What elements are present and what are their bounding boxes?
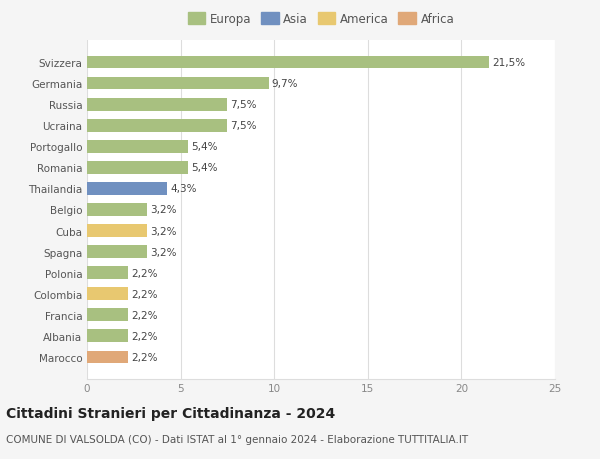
Text: COMUNE DI VALSOLDA (CO) - Dati ISTAT al 1° gennaio 2024 - Elaborazione TUTTITALI: COMUNE DI VALSOLDA (CO) - Dati ISTAT al …: [6, 434, 468, 444]
Text: Cittadini Stranieri per Cittadinanza - 2024: Cittadini Stranieri per Cittadinanza - 2…: [6, 406, 335, 420]
Text: 9,7%: 9,7%: [271, 79, 298, 89]
Text: 4,3%: 4,3%: [170, 184, 197, 194]
Bar: [87, 183, 167, 195]
Text: 5,4%: 5,4%: [191, 163, 217, 173]
Bar: [87, 162, 188, 174]
Bar: [87, 99, 227, 111]
Bar: [87, 351, 128, 364]
Text: 5,4%: 5,4%: [191, 142, 217, 152]
Bar: [87, 56, 490, 69]
Text: 2,2%: 2,2%: [131, 352, 157, 362]
Text: 21,5%: 21,5%: [492, 58, 526, 68]
Text: 3,2%: 3,2%: [150, 205, 176, 215]
Bar: [87, 288, 128, 300]
Text: 2,2%: 2,2%: [131, 289, 157, 299]
Text: 3,2%: 3,2%: [150, 247, 176, 257]
Bar: [87, 309, 128, 321]
Text: 3,2%: 3,2%: [150, 226, 176, 236]
Text: 2,2%: 2,2%: [131, 310, 157, 320]
Bar: [87, 246, 147, 258]
Text: 2,2%: 2,2%: [131, 268, 157, 278]
Bar: [87, 140, 188, 153]
Bar: [87, 204, 147, 216]
Text: 7,5%: 7,5%: [230, 121, 257, 131]
Bar: [87, 330, 128, 342]
Bar: [87, 78, 269, 90]
Legend: Europa, Asia, America, Africa: Europa, Asia, America, Africa: [185, 11, 457, 28]
Bar: [87, 267, 128, 280]
Bar: [87, 225, 147, 237]
Text: 2,2%: 2,2%: [131, 331, 157, 341]
Bar: [87, 120, 227, 132]
Text: 7,5%: 7,5%: [230, 100, 257, 110]
